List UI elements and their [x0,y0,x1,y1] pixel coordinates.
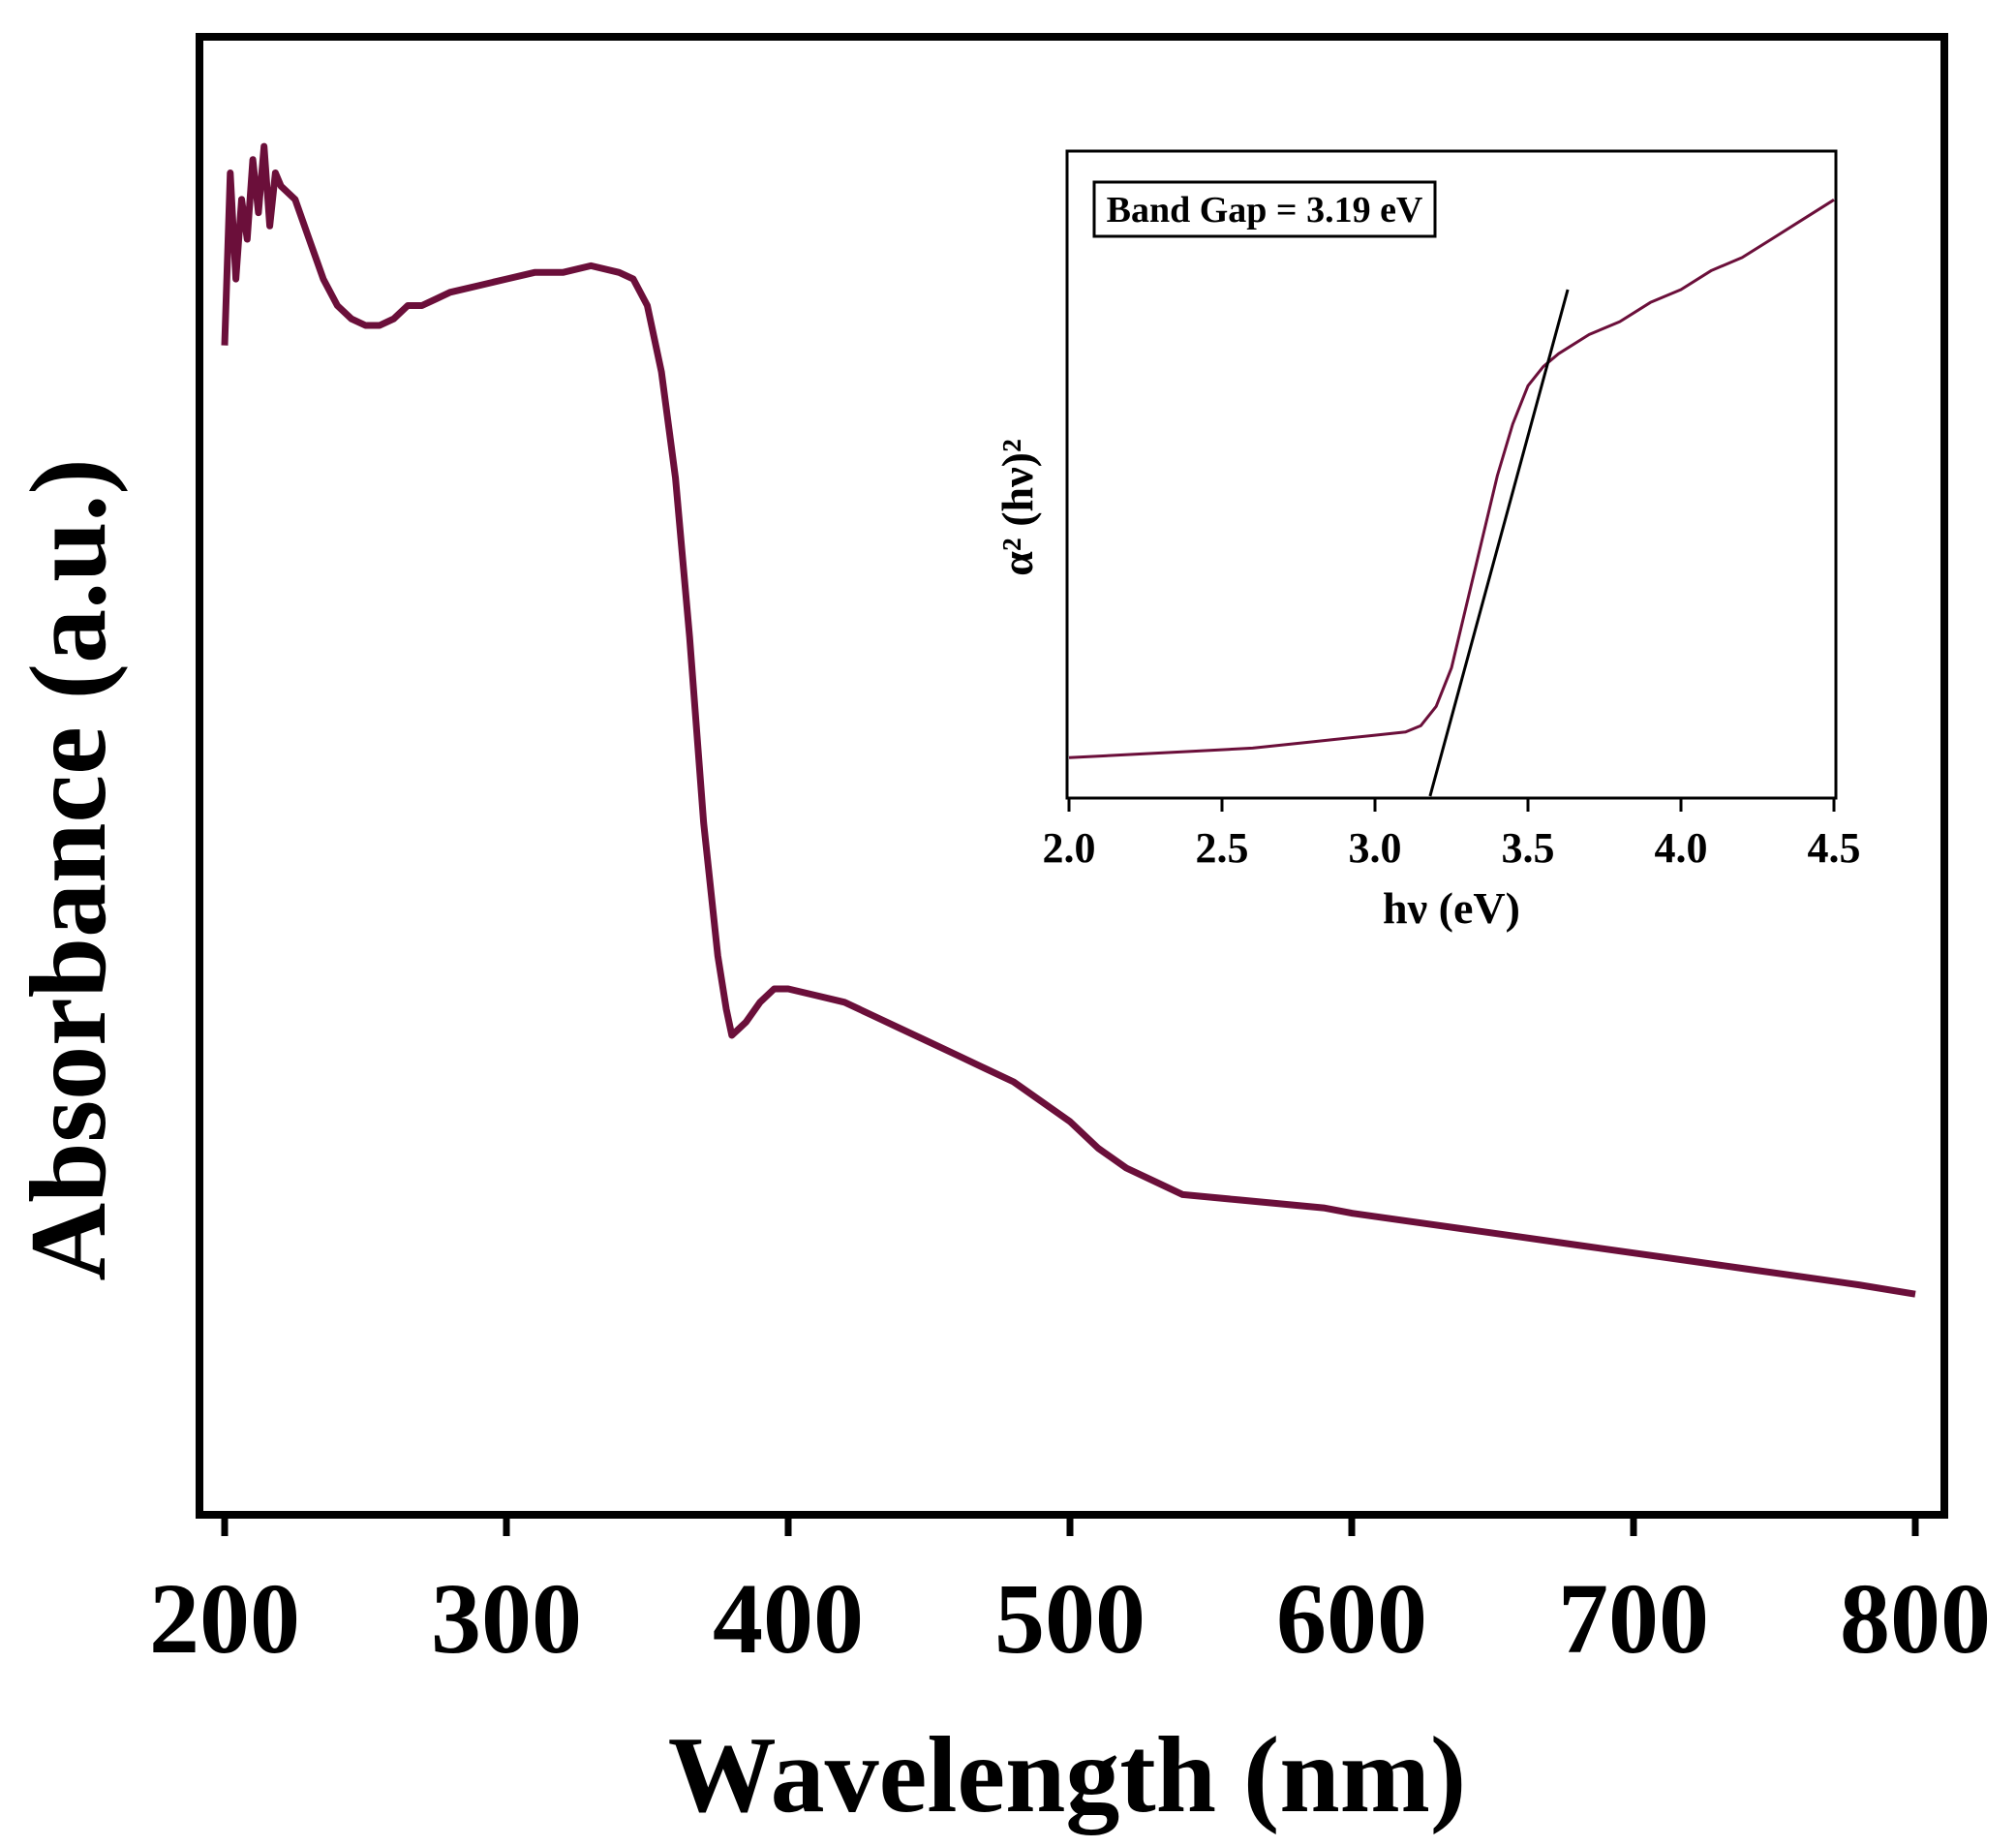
inset-x-axis-label: hν (eV) [1383,883,1520,933]
inset-tauc-line [1068,199,1835,759]
main-y-axis-label: Absorbance (a.u.) [9,458,129,1280]
main-plot-frame [196,33,1948,1519]
inset-x-tick-label: 2.0 [1043,824,1096,872]
main-x-tick-label: 400 [713,1563,864,1675]
band-gap-annotation-box [1092,180,1437,238]
inset-x-tick-label: 3.0 [1349,824,1402,872]
inset-x-tick-label: 2.5 [1196,824,1249,872]
main-absorbance-line [221,142,1916,1298]
main-x-ticks [221,1515,1919,1536]
inset-x-tick-label: 3.5 [1502,824,1555,872]
inset-linear-fit-line [1428,289,1570,797]
main-x-axis-label: Wavelength (nm) [668,1715,1466,1835]
inset-x-tick-labels: 2.0 2.5 3.0 3.5 4.0 4.5 [1043,824,1861,872]
main-x-tick-label: 200 [149,1563,300,1675]
inset-plot-frame [1065,149,1838,800]
inset-x-ticks [1067,798,1836,812]
inset-y-axis-label: α² (hν)² [993,439,1042,576]
inset-x-tick-label: 4.5 [1808,824,1861,872]
main-x-tick-label: 800 [1840,1563,1991,1675]
main-x-tick-label: 600 [1276,1563,1427,1675]
main-x-tick-labels: 200 300 400 500 600 700 800 [149,1563,1991,1675]
inset-x-tick-label: 4.0 [1655,824,1708,872]
main-x-tick-label: 300 [431,1563,582,1675]
main-x-tick-label: 700 [1558,1563,1709,1675]
main-x-tick-label: 500 [994,1563,1145,1675]
band-gap-annotation: Band Gap = 3.19 eV [1107,190,1423,231]
